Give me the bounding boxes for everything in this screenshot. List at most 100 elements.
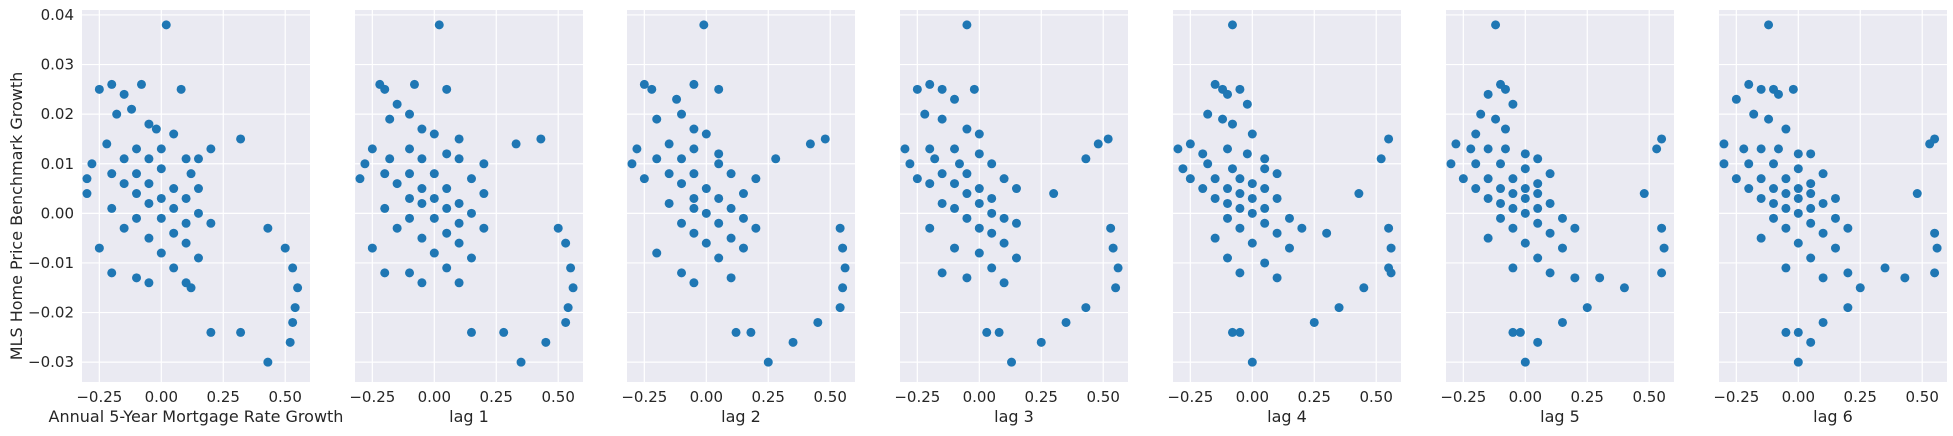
scatter-point xyxy=(1235,174,1245,184)
scatter-point xyxy=(962,213,972,223)
scatter-point xyxy=(1557,317,1567,327)
scatter-point xyxy=(553,223,563,233)
scatter-point xyxy=(1223,253,1233,263)
scatter-point xyxy=(701,238,711,248)
scatter-point xyxy=(925,179,935,189)
scatter-point xyxy=(169,228,179,238)
scatter-point xyxy=(1806,179,1816,189)
x-axis-label: lag 1 xyxy=(449,407,489,426)
scatter-point xyxy=(1508,99,1518,109)
scatter-point xyxy=(1223,213,1233,223)
scatter-point xyxy=(1309,317,1319,327)
scatter-point xyxy=(689,124,699,134)
scatter-point xyxy=(1925,139,1935,149)
scatter-point xyxy=(1508,174,1518,184)
scatter-point xyxy=(664,169,674,179)
scatter-point xyxy=(1533,337,1543,347)
x-tick-label: 0.00 xyxy=(690,388,723,406)
scatter-point xyxy=(161,20,171,30)
x-tick-label: 0.00 xyxy=(963,388,996,406)
scatter-point xyxy=(974,248,984,258)
scatter-point xyxy=(726,203,736,213)
x-tick-label: 0.50 xyxy=(1633,388,1666,406)
x-tick-label: 0.50 xyxy=(1087,388,1120,406)
scatter-point xyxy=(689,79,699,89)
scatter-point xyxy=(1471,159,1481,169)
y-tick-label: 0.03 xyxy=(41,56,74,74)
scatter-point xyxy=(454,278,464,288)
scatter-point xyxy=(900,144,910,154)
scatter-point xyxy=(1223,184,1233,194)
scatter-point xyxy=(263,357,273,367)
scatter-point xyxy=(1793,238,1803,248)
plot-background xyxy=(355,10,583,382)
scatter-point xyxy=(479,189,489,199)
scatter-point xyxy=(429,248,439,258)
scatter-point xyxy=(1932,243,1942,253)
scatter-point xyxy=(1793,184,1803,194)
scatter-point xyxy=(132,144,142,154)
scatter-point xyxy=(1103,134,1113,144)
scatter-point xyxy=(838,243,848,253)
scatter-point xyxy=(1533,218,1543,228)
scatter-point xyxy=(442,184,452,194)
scatter-point xyxy=(652,248,662,258)
scatter-point xyxy=(516,357,526,367)
scatter-point xyxy=(479,159,489,169)
scatter-point xyxy=(405,169,415,179)
scatter-point xyxy=(186,283,196,293)
scatter-point xyxy=(1739,144,1749,154)
scatter-point xyxy=(429,169,439,179)
scatter-point xyxy=(1793,208,1803,218)
scatter-point xyxy=(405,193,415,203)
scatter-point xyxy=(1227,20,1237,30)
panel-7: −0.25 0.00 0.25 0.50 lag 6 xyxy=(1713,10,1947,426)
scatter-point xyxy=(1520,149,1530,159)
scatter-point xyxy=(392,223,402,233)
x-tick-label: −0.25 xyxy=(894,388,940,406)
scatter-point xyxy=(1376,154,1386,164)
x-tick-label: 0.25 xyxy=(480,388,513,406)
scatter-point xyxy=(1806,337,1816,347)
scatter-point xyxy=(380,203,390,213)
scatter-point xyxy=(1793,357,1803,367)
scatter-point xyxy=(1235,84,1245,94)
scatter-point xyxy=(920,109,930,119)
plot-background xyxy=(900,10,1128,382)
scatter-point xyxy=(974,223,984,233)
x-tick-label: −0.25 xyxy=(349,388,395,406)
scatter-point xyxy=(1515,327,1525,337)
scatter-point xyxy=(714,218,724,228)
x-tick-label: 0.25 xyxy=(207,388,240,406)
scatter-point xyxy=(1545,169,1555,179)
scatter-point xyxy=(962,20,972,30)
scatter-point xyxy=(1781,174,1791,184)
scatter-point xyxy=(999,278,1009,288)
x-axis-label: lag 5 xyxy=(1540,407,1580,426)
scatter-point xyxy=(156,193,166,203)
scatter-point xyxy=(1011,184,1021,194)
scatter-point xyxy=(442,228,452,238)
scatter-point xyxy=(169,203,179,213)
scatter-point xyxy=(1386,268,1396,278)
scatter-point xyxy=(1446,159,1456,169)
scatter-point xyxy=(1731,94,1741,104)
scatter-point xyxy=(1930,228,1940,238)
scatter-point xyxy=(405,268,415,278)
scatter-point xyxy=(962,273,972,283)
x-tick-label: 0.25 xyxy=(1025,388,1058,406)
scatter-point xyxy=(367,144,377,154)
x-axis-label: Annual 5-Year Mortgage Rate Growth xyxy=(49,407,344,426)
scatter-point xyxy=(738,213,748,223)
scatter-point xyxy=(1508,263,1518,273)
y-tick-label: 0.04 xyxy=(41,6,74,24)
scatter-point xyxy=(982,327,992,337)
scatter-point xyxy=(107,268,117,278)
scatter-point xyxy=(112,109,122,119)
scatter-point xyxy=(905,159,915,169)
scatter-point xyxy=(925,144,935,154)
scatter-point xyxy=(677,179,687,189)
scatter-point xyxy=(1744,159,1754,169)
scatter-point xyxy=(1793,149,1803,159)
scatter-point xyxy=(672,94,682,104)
